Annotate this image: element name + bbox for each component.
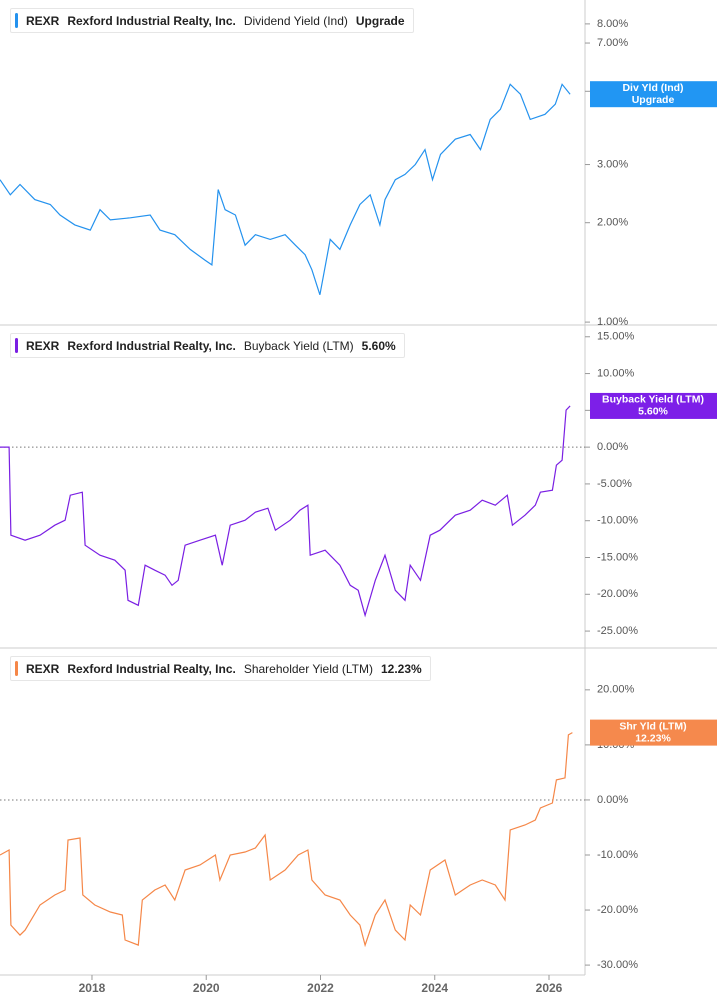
y-tick-label: 3.00% xyxy=(597,158,628,170)
y-tick-label: -20.00% xyxy=(597,904,638,916)
legend-entry: Dividend Yield (Ind) xyxy=(243,13,348,28)
metric-value: 12.23% xyxy=(381,661,422,676)
legend-swatch xyxy=(15,13,18,28)
value-tag-title: Buyback Yield (LTM) xyxy=(602,394,704,406)
value-tag-value: 12.23% xyxy=(635,732,671,744)
y-tick-label: -15.00% xyxy=(597,551,638,563)
y-tick-label: 0.00% xyxy=(597,794,628,806)
ticker: REXR xyxy=(26,13,60,28)
y-tick-label: 1.00% xyxy=(597,316,628,328)
y-tick-label: -10.00% xyxy=(597,515,638,527)
company: Rexford Industrial Realty, Inc. xyxy=(67,13,236,28)
company: Rexford Industrial Realty, Inc. xyxy=(67,338,236,353)
y-tick-label: 0.00% xyxy=(597,441,628,453)
y-tick-label: -25.00% xyxy=(597,625,638,637)
value-tag xyxy=(590,392,717,419)
legend-entry: Buyback Yield (LTM) xyxy=(243,338,354,353)
x-tick-label: 2022 xyxy=(307,981,334,995)
y-tick-label: 20.00% xyxy=(597,684,635,696)
y-tick-label: 7.00% xyxy=(597,37,628,49)
y-tick-label: -5.00% xyxy=(597,478,632,490)
legend-entry: Shareholder Yield (LTM) xyxy=(243,661,373,676)
value-tag-title: Shr Yld (LTM) xyxy=(619,720,686,732)
x-tick-label: 2020 xyxy=(193,981,220,995)
value-tag-value: 5.60% xyxy=(638,406,668,418)
metric-value: Upgrade xyxy=(355,13,405,28)
series-line xyxy=(0,405,571,618)
y-tick-label: -20.00% xyxy=(597,588,638,600)
ticker: REXR xyxy=(26,661,60,676)
x-tick-label: 2024 xyxy=(421,981,448,995)
y-tick-label: 2.00% xyxy=(597,217,628,229)
y-tick-label: 10.00% xyxy=(597,367,635,379)
y-tick-label: 15.00% xyxy=(597,331,635,343)
value-tag-value: Upgrade xyxy=(632,94,675,106)
ticker: REXR xyxy=(26,338,60,353)
value-tag xyxy=(590,719,717,746)
legend-header: REXR Rexford Industrial Realty, Inc. Share… xyxy=(10,656,431,681)
legend-header: REXR Rexford Industrial Realty, Inc. Buyba… xyxy=(10,333,405,358)
value-tag xyxy=(590,81,717,108)
x-tick-label: 2018 xyxy=(79,981,106,995)
series-line xyxy=(0,83,571,295)
series-line xyxy=(0,732,573,948)
x-tick-label: 2026 xyxy=(536,981,563,995)
legend-swatch xyxy=(15,338,18,353)
legend-header: REXR Rexford Industrial Realty, Inc. Divid… xyxy=(10,8,414,33)
value-tag-title: Div Yld (Ind) xyxy=(622,82,683,94)
y-tick-label: 8.00% xyxy=(597,18,628,30)
company: Rexford Industrial Realty, Inc. xyxy=(67,661,236,676)
y-tick-label: -30.00% xyxy=(597,959,638,971)
metric-value: 5.60% xyxy=(361,338,396,353)
y-tick-label: -10.00% xyxy=(597,849,638,861)
legend-swatch xyxy=(15,661,18,676)
